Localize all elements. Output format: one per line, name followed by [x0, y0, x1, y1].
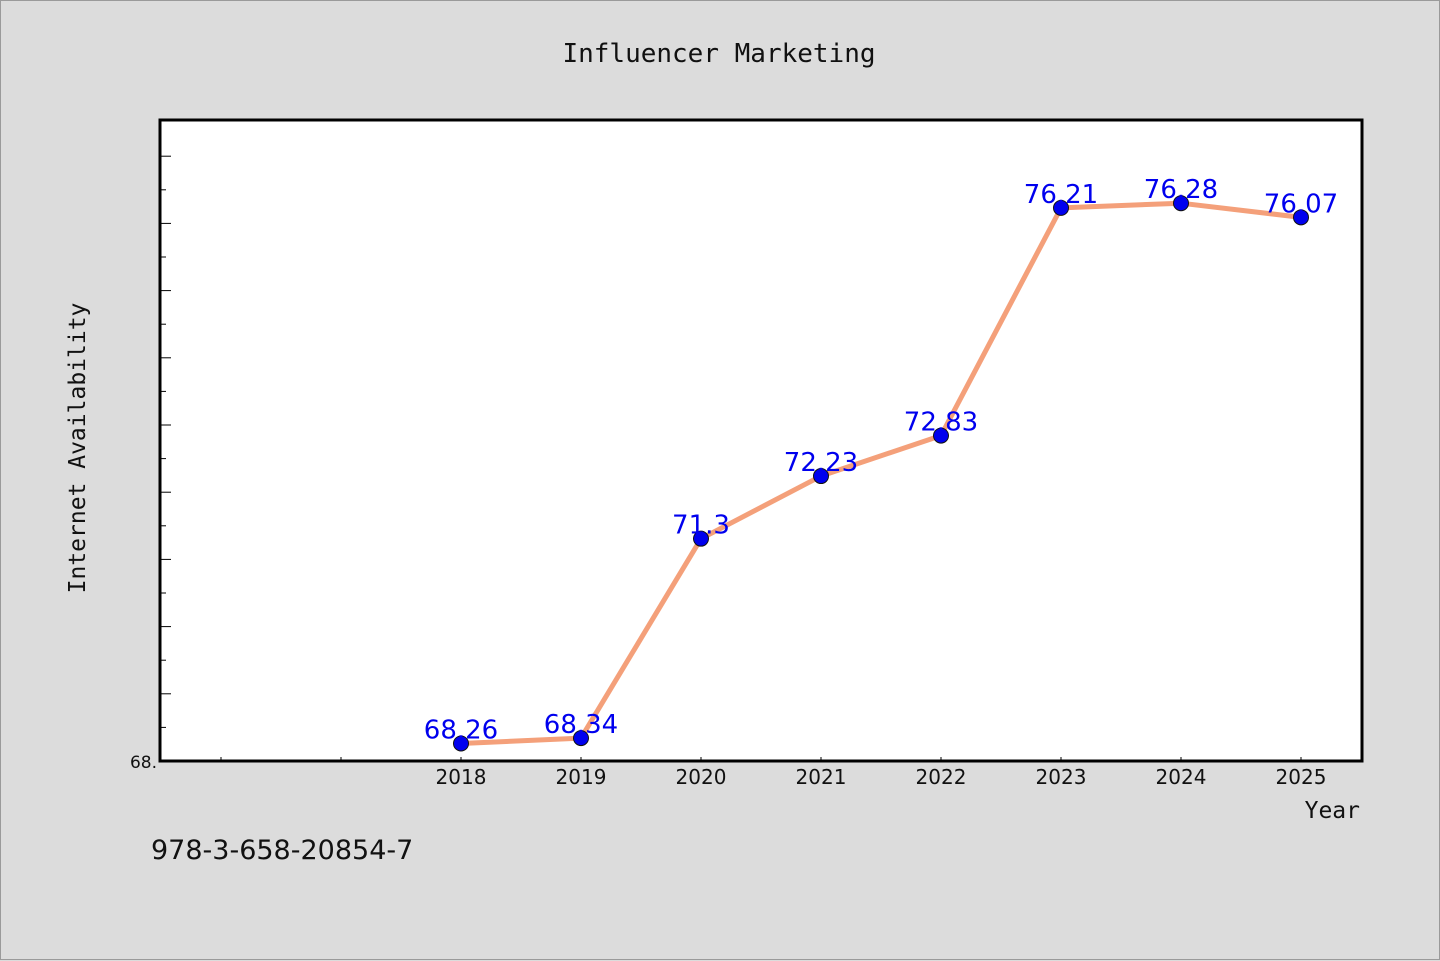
y-axis-ticks: [161, 155, 171, 762]
data-label: 71.3: [672, 511, 730, 541]
data-point: [1053, 199, 1069, 216]
y-tick-label: 68.: [130, 753, 157, 773]
data-label: 68.34: [544, 710, 618, 740]
data-point: [1173, 195, 1189, 212]
x-tick-label: 2021: [796, 765, 847, 789]
data-points: [453, 195, 1309, 752]
data-label: 76.21: [1024, 180, 1098, 210]
x-axis-label: Year: [1305, 798, 1360, 824]
chart-title: Influencer Marketing: [562, 39, 875, 69]
data-point: [933, 427, 949, 444]
data-point: [573, 730, 589, 747]
x-tick-label: 2024: [1156, 765, 1207, 789]
data-label: 68.26: [424, 715, 498, 745]
plot-area: [158, 118, 1364, 763]
x-tick-label: 2020: [676, 765, 727, 789]
x-axis-ticks: [220, 757, 1302, 761]
y-axis-label: Internet Availability: [65, 303, 91, 594]
x-tick-label: 2025: [1276, 765, 1327, 789]
data-label: 72.23: [784, 448, 858, 478]
x-tick-label: 2023: [1036, 765, 1087, 789]
data-labels: 68.26 68.34 71.3 72.23 72.83 76.21 76.28 76.07: [424, 175, 1338, 745]
x-tick-label: 2019: [556, 765, 607, 789]
x-tick-label: 2022: [916, 765, 967, 789]
data-point: [813, 468, 829, 485]
series-line: [458, 200, 1304, 746]
data-label: 72.83: [904, 408, 978, 438]
footer-code: 978-3-658-20854-7: [151, 835, 414, 866]
data-point: [1293, 209, 1309, 226]
data-label: 76.28: [1144, 175, 1218, 205]
x-tick-label: 2018: [436, 765, 487, 789]
data-label: 76.07: [1264, 189, 1338, 219]
x-tick-labels: 2018 2019 2020 2021 2022 2023 2024 2025: [436, 765, 1327, 789]
data-point: [453, 735, 469, 752]
data-point: [693, 530, 709, 547]
